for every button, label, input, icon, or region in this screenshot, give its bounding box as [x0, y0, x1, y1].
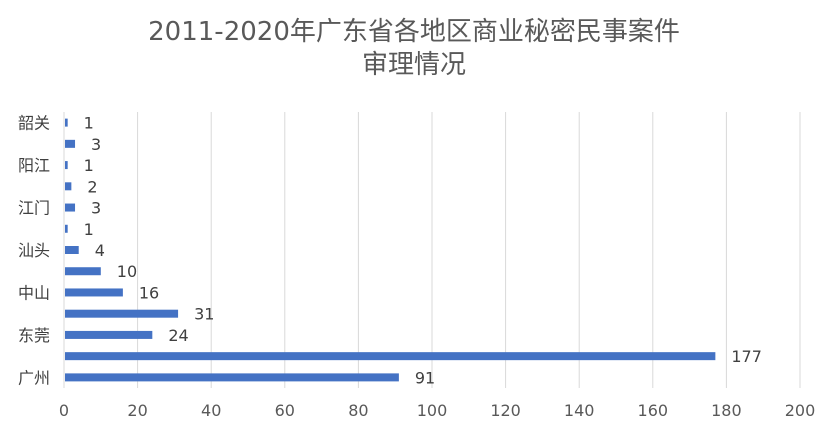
x-tick-label: 140	[564, 401, 595, 420]
x-tick-label: 80	[348, 401, 368, 420]
bar	[65, 224, 68, 233]
category-label: 中山	[18, 283, 50, 302]
gridlines	[63, 112, 801, 388]
category-label: 阳江	[18, 156, 50, 175]
bar	[65, 161, 68, 170]
bar	[65, 203, 76, 212]
data-label: 31	[194, 305, 214, 324]
data-label: 91	[415, 368, 435, 387]
data-label: 1	[84, 114, 94, 133]
x-tick-label: 180	[711, 401, 742, 420]
category-label: 汕头	[18, 241, 50, 260]
x-tick-label: 200	[785, 401, 816, 420]
data-label: 2	[87, 177, 97, 196]
data-label: 1	[84, 156, 94, 175]
bar	[65, 288, 123, 297]
category-label: 江门	[18, 199, 50, 218]
value-axis-tick-labels: 0 20 40 60 80 100 120 140 160 180 200	[59, 401, 815, 420]
bar	[65, 309, 179, 318]
data-label: 1	[84, 220, 94, 239]
data-label: 10	[117, 262, 137, 281]
category-label: 东莞	[18, 326, 50, 345]
x-tick-label: 100	[417, 401, 448, 420]
category-label: 广州	[18, 368, 50, 387]
data-label: 3	[91, 199, 101, 218]
x-tick-label: 40	[201, 401, 221, 420]
bar	[65, 139, 76, 148]
category-label: 韶关	[18, 114, 50, 133]
bar	[65, 330, 153, 339]
chart-title: 2011-2020年广东省各地区商业秘密民事案件 审理情况	[0, 16, 828, 82]
bar	[65, 246, 79, 254]
bar	[65, 118, 68, 127]
x-tick-label: 60	[275, 401, 295, 420]
x-tick-label: 120	[490, 401, 521, 420]
data-label: 4	[95, 241, 105, 260]
bar	[65, 267, 101, 276]
chart-title-line-1: 2011-2020年广东省各地区商业秘密民事案件	[148, 17, 680, 47]
data-label: 177	[731, 347, 762, 366]
data-label: 3	[91, 135, 101, 154]
chart-title-line-2: 审理情况	[361, 50, 466, 80]
bar	[65, 182, 72, 191]
data-label: 24	[168, 326, 188, 345]
x-tick-label: 0	[59, 401, 69, 420]
bar	[65, 373, 399, 382]
bars	[65, 118, 716, 382]
x-tick-label: 20	[127, 401, 147, 420]
bar	[65, 352, 716, 361]
x-tick-label: 160	[638, 401, 669, 420]
data-label: 16	[139, 283, 159, 302]
